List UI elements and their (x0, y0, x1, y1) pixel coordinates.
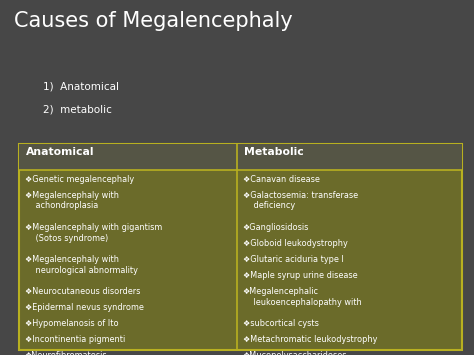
Text: ❖Genetic megalencephaly: ❖Genetic megalencephaly (25, 175, 134, 184)
Text: ❖Hypomelanosis of Ito: ❖Hypomelanosis of Ito (25, 319, 118, 328)
Text: 2)  metabolic: 2) metabolic (43, 105, 111, 115)
Text: Causes of Megalencephaly: Causes of Megalencephaly (14, 11, 293, 31)
Text: ❖Maple syrup urine disease: ❖Maple syrup urine disease (243, 271, 357, 280)
Bar (19, 144, 462, 350)
Text: ❖Globoid leukodystrophy: ❖Globoid leukodystrophy (243, 239, 347, 248)
Text: ❖Mucopolysaccharidoses: ❖Mucopolysaccharidoses (243, 351, 347, 355)
Text: ❖Canavan disease: ❖Canavan disease (243, 175, 319, 184)
Text: ❖Neurofibromatosis: ❖Neurofibromatosis (25, 351, 107, 355)
Text: ❖Megalencephaly with
    neurological abnormality: ❖Megalencephaly with neurological abnorm… (25, 255, 137, 275)
Text: 1)  Anatomical: 1) Anatomical (43, 82, 118, 92)
Text: ❖Gangliosidosis: ❖Gangliosidosis (243, 223, 309, 232)
Text: ❖Megalencephaly with
    achondroplasia: ❖Megalencephaly with achondroplasia (25, 191, 118, 211)
Bar (19, 144, 237, 170)
Text: ❖subcortical cysts: ❖subcortical cysts (243, 319, 319, 328)
Text: ❖Megalencephalic
    leukoencephalopathy with: ❖Megalencephalic leukoencephalopathy wit… (243, 287, 362, 307)
Text: ❖Megalencephaly with gigantism
    (Sotos syndrome): ❖Megalencephaly with gigantism (Sotos sy… (25, 223, 162, 242)
Text: ❖Incontinentia pigmenti: ❖Incontinentia pigmenti (25, 335, 125, 344)
Text: ❖Glutaric aciduria type I: ❖Glutaric aciduria type I (243, 255, 344, 264)
Text: Anatomical: Anatomical (26, 147, 95, 157)
Text: ❖Galactosemia: transferase
    deficiency: ❖Galactosemia: transferase deficiency (243, 191, 358, 211)
Text: ❖Epidermal nevus syndrome: ❖Epidermal nevus syndrome (25, 303, 144, 312)
Bar (237, 144, 462, 170)
Text: ❖Metachromatic leukodystrophy: ❖Metachromatic leukodystrophy (243, 335, 377, 344)
Text: Metabolic: Metabolic (244, 147, 304, 157)
Text: ❖Neurocutaneous disorders: ❖Neurocutaneous disorders (25, 287, 140, 296)
